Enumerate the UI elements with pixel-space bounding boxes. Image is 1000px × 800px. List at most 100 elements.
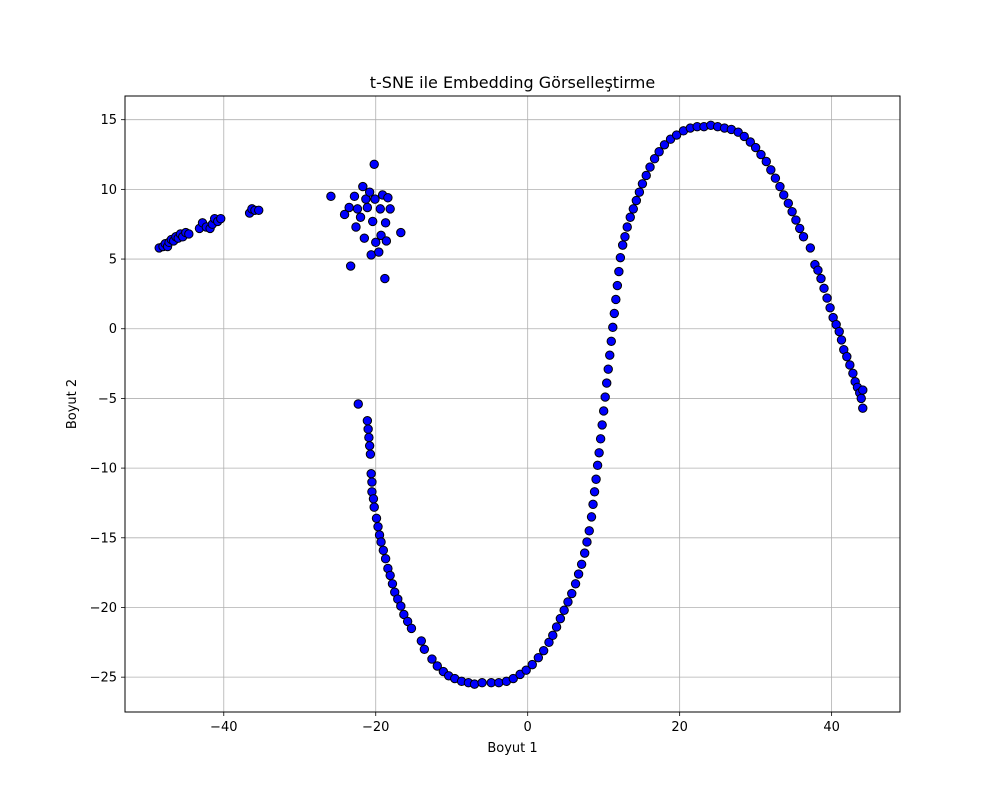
data-point (254, 205, 264, 215)
data-point (576, 559, 587, 569)
data-point (856, 393, 866, 404)
axis-ticks: −40 −20 0 20 40 −25 −20 −15 −10 −5 0 5 10 15 (90, 113, 840, 735)
data-point (795, 223, 805, 234)
data-point (611, 294, 621, 305)
data-point (620, 232, 630, 242)
data-point (371, 237, 381, 248)
data-point (370, 194, 380, 204)
data-point (617, 240, 628, 250)
data-point (366, 468, 376, 479)
data-point (775, 181, 785, 192)
data-point (659, 140, 670, 150)
data-point (374, 247, 384, 257)
data-point (399, 609, 409, 620)
data-point (584, 526, 594, 536)
data-point (614, 266, 624, 277)
data-point (783, 198, 794, 209)
y-tick-label: 15 (100, 113, 117, 128)
data-point (380, 273, 390, 284)
data-point (592, 460, 603, 471)
y-tick-label: −10 (90, 462, 117, 477)
data-point (586, 512, 597, 522)
data-point (594, 448, 604, 458)
data-point (805, 243, 816, 253)
data-point (469, 679, 480, 689)
data-point (544, 637, 554, 648)
data-point (371, 513, 382, 523)
data-point (631, 195, 642, 206)
data-point (538, 645, 549, 656)
data-point (353, 399, 363, 409)
data-point (184, 229, 194, 239)
data-point (600, 392, 610, 402)
data-point (345, 261, 356, 271)
y-tick-label: −15 (90, 531, 117, 546)
data-point (548, 630, 558, 641)
y-tick-label: −25 (90, 671, 117, 686)
data-point (402, 616, 413, 627)
data-point (637, 179, 648, 189)
data-point (605, 350, 615, 360)
data-point (612, 280, 623, 291)
data-point (355, 212, 366, 222)
data-point (368, 494, 379, 504)
x-tick-label: −20 (362, 720, 389, 735)
data-point (798, 232, 809, 242)
data-point (595, 434, 606, 444)
data-point (344, 202, 354, 213)
data-point (654, 147, 664, 157)
data-point (363, 424, 373, 434)
data-point (527, 659, 537, 670)
data-point (563, 597, 573, 607)
data-point (739, 131, 749, 142)
data-point (385, 570, 395, 581)
data-point (380, 218, 391, 228)
data-point (567, 588, 577, 599)
y-tick-label: 0 (109, 322, 117, 337)
data-point (625, 212, 635, 222)
x-tick-label: 40 (823, 720, 840, 735)
data-point (349, 191, 360, 202)
data-point (416, 636, 427, 646)
y-tick-label: −20 (90, 601, 117, 616)
data-point (406, 623, 417, 634)
x-tick-label: −40 (210, 720, 237, 735)
data-point (381, 236, 392, 246)
data-points (154, 120, 868, 689)
data-point (555, 613, 566, 624)
data-point (750, 142, 761, 153)
data-point (770, 173, 781, 183)
data-point (649, 154, 660, 164)
data-point (598, 406, 609, 416)
data-point (375, 204, 385, 214)
x-axis-label: Boyut 1 (487, 741, 537, 756)
data-point (365, 449, 376, 459)
data-point (602, 378, 612, 388)
data-point (579, 548, 590, 558)
data-point (761, 156, 771, 167)
data-point (369, 502, 379, 512)
data-point (352, 204, 363, 214)
data-point (216, 213, 226, 224)
data-point (848, 368, 858, 379)
data-point (373, 521, 383, 532)
data-point (367, 477, 377, 487)
data-point (508, 673, 518, 684)
data-point (589, 487, 600, 497)
y-axis-label: Boyut 2 (65, 379, 80, 429)
data-point (359, 233, 370, 243)
data-point (364, 187, 375, 197)
data-point (819, 283, 829, 294)
data-point (339, 209, 350, 220)
plot-area-frame (124, 95, 901, 713)
data-point (380, 553, 391, 564)
data-point (671, 130, 682, 140)
data-point (628, 204, 639, 214)
data-point (779, 190, 789, 200)
data-point (396, 227, 406, 238)
data-point (533, 652, 544, 663)
data-point (551, 622, 562, 632)
data-point (362, 202, 373, 213)
data-point (427, 654, 437, 664)
y-tick-label: 5 (109, 253, 117, 268)
